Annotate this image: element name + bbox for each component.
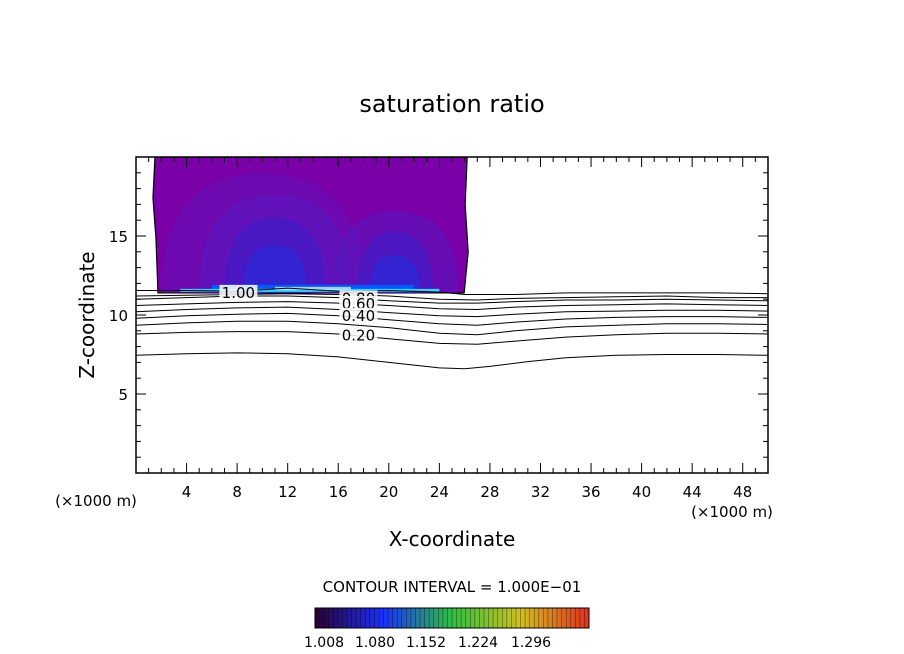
x-axis-ticks: 4 8 12 16 20 24 28 32 36 40 44 48 [148,157,756,501]
contour-label: 0.40 [342,307,375,325]
supersaturation-edge [180,288,440,292]
contour-label-bg [339,307,378,322]
contour-interval-text: CONTOUR INTERVAL = 1.000E−01 [323,578,582,596]
z-unit-label: (×1000 m) [55,492,137,510]
x-unit-label: (×1000 m) [691,503,773,521]
x-tick-label: 4 [182,483,192,501]
contour-label-bg [219,284,258,299]
x-tick-label: 16 [329,483,348,501]
x-axis-label: X-coordinate [389,527,516,551]
contour-label-bg [339,295,378,310]
colorbar-label: 1.296 [511,635,551,651]
y-tick-label: 15 [109,228,128,246]
x-tick-label: 20 [379,483,398,501]
y-tick-label: 10 [109,307,128,325]
y-axis-label: Z-coordinate [75,251,99,378]
x-tick-label: 36 [581,483,600,501]
colorbar-label: 1.152 [406,635,446,651]
x-tick-label: 48 [733,483,752,501]
contour-line [136,301,768,311]
supersaturation-core-bright [275,286,351,290]
contour-label: 0.20 [342,327,375,345]
supersaturation-lobe [369,254,421,293]
y-axis-ticks: 5 10 15 [109,172,768,458]
contour-line [136,306,768,318]
contour-line [136,331,768,345]
colorbar-labels: 1.008 1.080 1.152 1.224 1.296 [304,635,551,651]
colorbar-label: 1.224 [458,635,498,651]
y-tick-label: 5 [118,386,128,404]
x-tick-label: 8 [232,483,242,501]
x-tick-label: 40 [632,483,651,501]
colorbar-label: 1.008 [304,635,344,651]
x-tick-label: 32 [531,483,550,501]
x-tick-label: 12 [278,483,297,501]
colorbar-ticks [319,608,585,628]
contour-line [136,352,768,370]
colorbar-label: 1.080 [355,635,395,651]
x-tick-label: 44 [683,483,702,501]
contour-labels: 1.000.800.600.400.20 [219,284,378,345]
x-tick-label: 28 [480,483,499,501]
supersaturation-lobe [243,245,307,293]
contour-label: 1.00 [222,284,255,302]
chart-title: saturation ratio [359,90,544,118]
contour-label-bg [339,327,378,342]
contour-line [136,312,768,326]
supersaturation-fill [152,157,469,294]
x-tick-label: 24 [430,483,449,501]
contour-line [136,320,768,336]
